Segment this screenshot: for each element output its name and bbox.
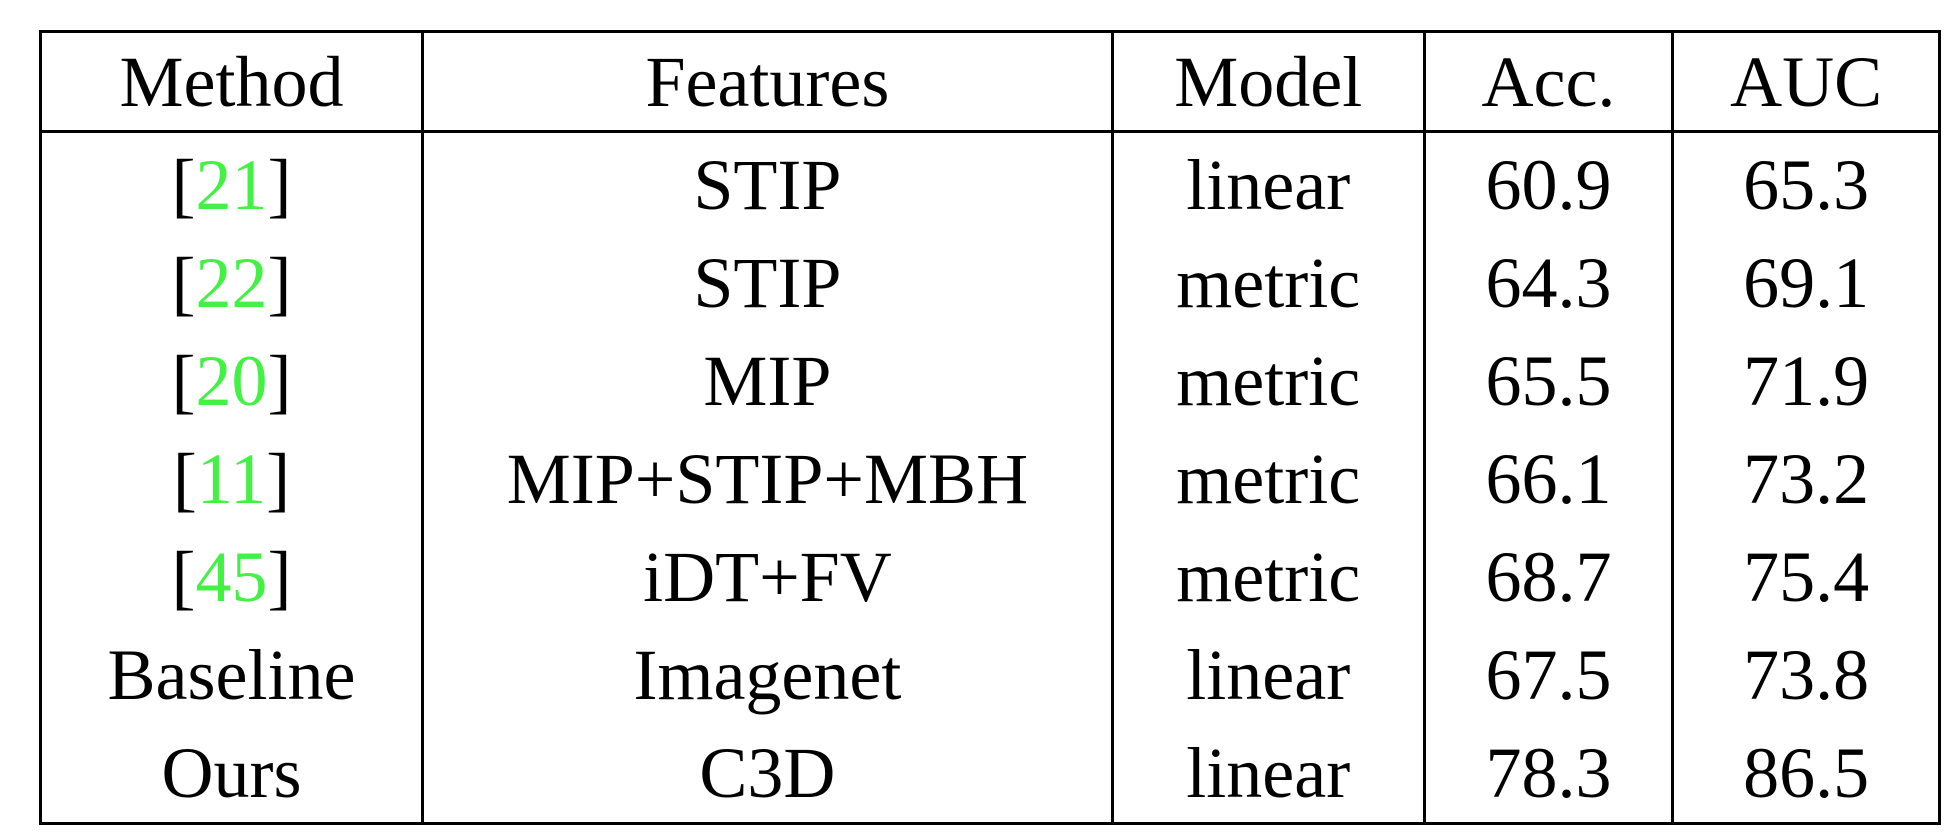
model-cell: metric <box>1110 430 1426 528</box>
table-row: Baseline Imagenet linear 67.5 73.8 <box>39 626 1941 724</box>
table-row: [45] iDT+FV metric 68.7 75.4 <box>39 528 1941 626</box>
accuracy-cell: 66.1 <box>1422 430 1675 528</box>
model-cell: metric <box>1110 332 1426 430</box>
features-cell: STIP <box>421 131 1114 234</box>
citation-bracket-close: ] <box>267 243 292 323</box>
header-accuracy: Acc. <box>1422 31 1675 133</box>
citation-bracket-open: [ <box>171 243 196 323</box>
model-cell: metric <box>1110 234 1426 332</box>
method-cell: [22] <box>39 234 424 332</box>
table-row-ours: Ours C3D linear 78.3 86.5 <box>39 724 1941 824</box>
table-body: [21] STIP linear 60.9 65.3 [22] STIP met… <box>39 131 1941 824</box>
citation-link[interactable]: 45 <box>195 537 268 617</box>
header-model: Model <box>1110 31 1426 133</box>
accuracy-cell: 68.7 <box>1422 528 1675 626</box>
model-cell: linear <box>1110 724 1426 824</box>
table-row: [21] STIP linear 60.9 65.3 <box>39 131 1941 234</box>
table-row: [20] MIP metric 65.5 71.9 <box>39 332 1941 430</box>
method-cell: [45] <box>39 528 424 626</box>
citation-link[interactable]: 22 <box>195 243 268 323</box>
features-cell: iDT+FV <box>421 528 1114 626</box>
citation-bracket-close: ] <box>267 537 292 617</box>
citation-bracket-open: [ <box>172 439 197 519</box>
citation-bracket-close: ] <box>267 341 292 421</box>
citation-bracket-open: [ <box>171 145 196 225</box>
model-cell: metric <box>1110 528 1426 626</box>
features-cell: MIP+STIP+MBH <box>421 430 1114 528</box>
method-cell: Baseline <box>39 626 424 724</box>
features-cell: STIP <box>421 234 1114 332</box>
method-cell: [20] <box>39 332 424 430</box>
accuracy-cell: 64.3 <box>1422 234 1675 332</box>
results-table: Method Features Model Acc. AUC [21] STIP… <box>39 30 1941 825</box>
accuracy-cell: 67.5 <box>1422 626 1675 724</box>
header-features: Features <box>421 31 1114 133</box>
method-cell: Ours <box>39 724 424 824</box>
auc-cell: 65.3 <box>1671 131 1941 234</box>
auc-cell: 86.5 <box>1671 724 1941 824</box>
auc-cell: 69.1 <box>1671 234 1941 332</box>
accuracy-cell: 60.9 <box>1422 131 1675 234</box>
method-cell: [11] <box>39 430 424 528</box>
citation-link[interactable]: 21 <box>195 145 268 225</box>
accuracy-cell: 65.5 <box>1422 332 1675 430</box>
auc-cell: 73.8 <box>1671 626 1941 724</box>
auc-cell: 75.4 <box>1671 528 1941 626</box>
header-row: Method Features Model Acc. AUC <box>39 31 1941 133</box>
auc-cell: 71.9 <box>1671 332 1941 430</box>
model-cell: linear <box>1110 131 1426 234</box>
features-cell: Imagenet <box>421 626 1114 724</box>
model-cell: linear <box>1110 626 1426 724</box>
citation-link[interactable]: 11 <box>196 439 267 519</box>
citation-bracket-open: [ <box>171 537 196 617</box>
table-header: Method Features Model Acc. AUC <box>39 31 1941 133</box>
method-cell: [21] <box>39 131 424 234</box>
header-method: Method <box>39 31 424 133</box>
auc-cell: 73.2 <box>1671 430 1941 528</box>
table-row: [11] MIP+STIP+MBH metric 66.1 73.2 <box>39 430 1941 528</box>
citation-bracket-close: ] <box>267 145 292 225</box>
header-auc: AUC <box>1671 31 1941 133</box>
table-row: [22] STIP metric 64.3 69.1 <box>39 234 1941 332</box>
features-cell: MIP <box>421 332 1114 430</box>
accuracy-cell: 78.3 <box>1422 724 1675 824</box>
citation-link[interactable]: 20 <box>195 341 268 421</box>
features-cell: C3D <box>421 724 1114 824</box>
citation-bracket-close: ] <box>266 439 291 519</box>
citation-bracket-open: [ <box>171 341 196 421</box>
